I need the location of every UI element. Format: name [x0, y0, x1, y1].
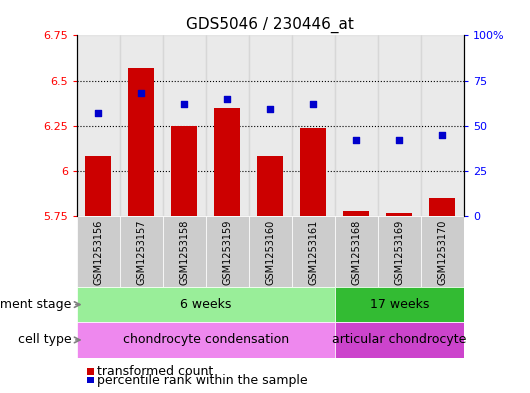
Point — [352, 137, 360, 143]
Bar — [120, 35, 163, 216]
Point — [180, 101, 189, 107]
Point — [94, 110, 103, 116]
Text: 17 weeks: 17 weeks — [369, 298, 429, 311]
Text: GSM1253161: GSM1253161 — [308, 220, 319, 285]
Text: GSM1253156: GSM1253156 — [93, 220, 103, 285]
Text: transformed count: transformed count — [97, 365, 213, 378]
Point — [309, 101, 317, 107]
Text: percentile rank within the sample: percentile rank within the sample — [97, 373, 307, 387]
Point — [395, 137, 403, 143]
Bar — [171, 126, 197, 216]
Bar — [335, 35, 378, 216]
Text: GSM1253170: GSM1253170 — [437, 220, 447, 285]
Text: GSM1253158: GSM1253158 — [179, 220, 189, 285]
Bar — [163, 35, 206, 216]
Bar — [292, 216, 335, 287]
Bar — [206, 216, 249, 287]
Bar — [386, 213, 412, 216]
Bar — [249, 35, 292, 216]
Bar — [85, 156, 111, 216]
Bar — [292, 35, 335, 216]
Point — [438, 132, 446, 138]
Text: cell type: cell type — [18, 333, 72, 347]
Bar — [77, 322, 335, 358]
Bar — [120, 216, 163, 287]
Bar — [206, 35, 249, 216]
Bar — [335, 322, 464, 358]
Bar — [429, 198, 455, 216]
Text: GSM1253160: GSM1253160 — [266, 220, 275, 285]
Bar — [77, 287, 335, 322]
Text: articular chondrocyte: articular chondrocyte — [332, 333, 466, 347]
Bar — [215, 108, 240, 216]
Point — [137, 90, 146, 96]
Point — [223, 95, 232, 102]
Point — [266, 107, 275, 113]
Bar — [378, 35, 421, 216]
Text: GSM1253157: GSM1253157 — [136, 220, 146, 285]
Bar — [249, 216, 292, 287]
Bar — [163, 216, 206, 287]
Title: GDS5046 / 230446_at: GDS5046 / 230446_at — [187, 17, 354, 33]
Bar — [378, 216, 421, 287]
Bar — [301, 128, 326, 216]
Bar — [128, 68, 154, 216]
Bar — [343, 211, 369, 216]
Bar — [77, 216, 120, 287]
Text: 6 weeks: 6 weeks — [180, 298, 232, 311]
Text: GSM1253168: GSM1253168 — [351, 220, 361, 285]
Bar — [421, 35, 464, 216]
Bar — [77, 35, 120, 216]
Bar — [335, 287, 464, 322]
Text: GSM1253169: GSM1253169 — [394, 220, 404, 285]
Bar — [421, 216, 464, 287]
Bar — [258, 156, 283, 216]
Text: GSM1253159: GSM1253159 — [222, 220, 232, 285]
Bar — [335, 216, 378, 287]
Text: development stage: development stage — [0, 298, 72, 311]
Text: chondrocyte condensation: chondrocyte condensation — [123, 333, 289, 347]
